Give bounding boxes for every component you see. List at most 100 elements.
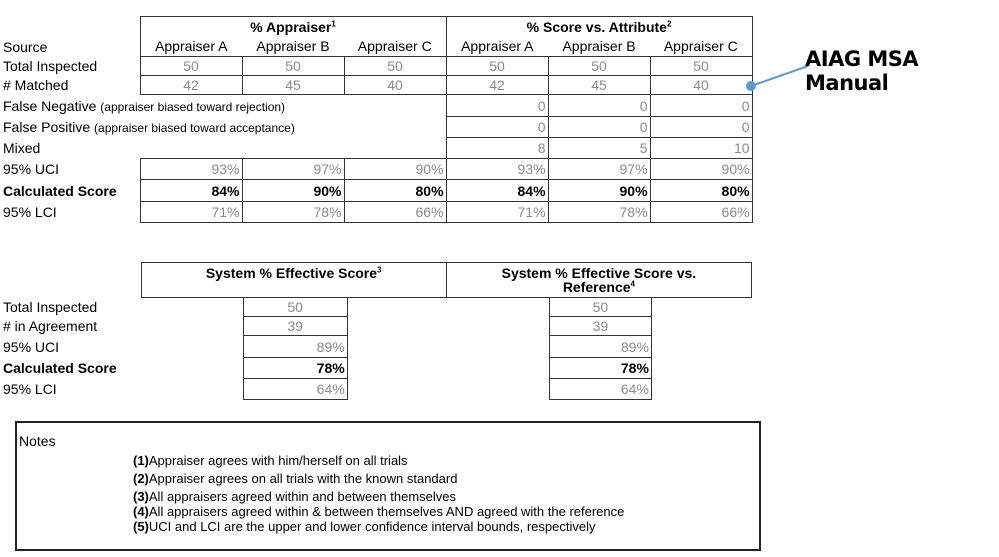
- blank-cell: [141, 336, 243, 358]
- table-row: 95% LCI 64% 64%: [0, 378, 752, 400]
- table-row: # Matched 42 45 40 42 45 40: [0, 75, 753, 95]
- note-text: Appraiser agrees with him/herself on all…: [148, 453, 408, 468]
- group-header-label: % Score vs. Attribute: [526, 18, 667, 35]
- blank-cell: [446, 358, 549, 379]
- value-cell: 50: [241, 56, 345, 76]
- value-cell: 89%: [548, 335, 652, 358]
- row-label: 95% UCI: [3, 338, 60, 355]
- group-header-label: % Appraiser: [250, 18, 332, 35]
- note-number: (4): [133, 504, 149, 519]
- row-label: 95% LCI: [3, 381, 57, 397]
- table-row: False Negative (appraiser biased toward …: [0, 94, 753, 117]
- blank-cell: [651, 298, 751, 317]
- column-header: Appraiser C: [344, 36, 447, 57]
- row-label: Mixed: [0, 138, 140, 159]
- system-header: System % Effective Score vs. Reference4: [445, 262, 753, 298]
- note-item: (4)All appraisers agreed within & betwee…: [133, 504, 624, 519]
- blank-cell: [651, 336, 751, 358]
- column-header: Appraiser C: [650, 36, 753, 57]
- table-row: # in Agreement 39 39: [0, 316, 752, 336]
- blank-cell: [446, 317, 549, 336]
- table-row: Calculated Score 84% 90% 80% 84% 90% 80%: [0, 179, 753, 202]
- note-text: All appraisers agreed within & between t…: [148, 504, 625, 519]
- note-text: UCI and LCI are the upper and lower conf…: [148, 519, 596, 534]
- value-cell: 78%: [548, 357, 652, 379]
- row-label: False Positive (appraiser biased toward …: [0, 117, 295, 138]
- callout-dot: [746, 81, 756, 91]
- value-cell: 90%: [649, 158, 753, 180]
- note-text: All appraisers agreed within and between…: [148, 489, 457, 504]
- system-header-label: System % Effective Score vs. Reference: [501, 265, 697, 295]
- row-label-text: Calculated Score: [3, 182, 117, 199]
- value-cell: 50: [242, 297, 348, 317]
- value-cell: 39: [548, 316, 652, 336]
- value-cell: 45: [547, 75, 651, 95]
- value-cell: 84%: [445, 179, 549, 202]
- row-label: Total Inspected: [0, 57, 140, 76]
- row-label: Total Inspected: [3, 299, 98, 315]
- system-header-footnote: 4: [630, 279, 635, 289]
- value-cell: 50: [548, 297, 652, 317]
- row-label: 95% UCI: [0, 159, 140, 180]
- table-row: False Positive (appraiser biased toward …: [0, 116, 753, 138]
- blank-cell: [0, 263, 141, 298]
- note-number: (3): [133, 489, 149, 504]
- row-label-text: False Positive: [3, 119, 91, 135]
- row-label-text: 95% LCI: [3, 204, 57, 220]
- note-number: (5): [133, 519, 149, 534]
- row-label: 95% LCI: [0, 202, 140, 223]
- blank-cell: [347, 336, 446, 358]
- table-row: 95% UCI 89% 89%: [0, 335, 752, 358]
- row-label: Calculated Score: [3, 360, 117, 376]
- value-cell: 40: [343, 75, 447, 95]
- value-cell: 66%: [649, 201, 753, 223]
- value-cell: 80%: [343, 179, 447, 202]
- row-label: False Negative (appraiser biased toward …: [0, 95, 285, 117]
- blank-cell: [347, 358, 446, 379]
- note-item: (5)UCI and LCI are the upper and lower c…: [133, 519, 595, 534]
- blank-cell: [141, 298, 243, 317]
- value-cell: 42: [139, 75, 243, 95]
- row-label-note: (appraiser biased toward acceptance): [94, 121, 295, 135]
- row-label-text: # Matched: [3, 77, 69, 93]
- value-cell: 64%: [548, 378, 652, 400]
- note-item: (3)All appraisers agreed within and betw…: [133, 489, 456, 504]
- note-number: (2): [133, 471, 149, 486]
- group-header-footnote: 1: [331, 19, 336, 29]
- blank-cell: [141, 358, 243, 379]
- blank-cell: [347, 317, 446, 336]
- row-label-text: False Negative: [3, 97, 97, 114]
- value-cell: 39: [242, 316, 348, 336]
- row-label: # in Agreement: [3, 318, 98, 334]
- callout-line: [750, 65, 809, 87]
- note-item: (2)Appraiser agrees on all trials with t…: [133, 471, 457, 486]
- aiag-msa-manual-label: AIAG MSA Manual: [805, 47, 919, 95]
- notes-title: Notes: [19, 433, 56, 449]
- value-cell: 66%: [343, 201, 447, 223]
- note-number: (1): [133, 453, 149, 468]
- blank-cell: [347, 298, 446, 317]
- appraiser-score-table: % Appraiser1% Score vs. Attribute2 Source…: [0, 16, 753, 223]
- row-label: Calculated Score: [0, 180, 140, 202]
- value-cell: 89%: [242, 335, 348, 358]
- blank-cell: [347, 379, 446, 400]
- blank-cell: [651, 317, 751, 336]
- value-cell: 80%: [649, 179, 753, 202]
- value-cell: 64%: [242, 378, 348, 400]
- value-cell: 45: [241, 75, 345, 95]
- value-cell: 93%: [139, 158, 243, 180]
- source-label: Source: [3, 38, 48, 55]
- blank-cell: [141, 317, 243, 336]
- row-label-text: Mixed: [3, 140, 41, 156]
- system-effective-score-table: System % Effective Score3 System % Effect…: [0, 262, 753, 400]
- table-row: Calculated Score 78% 78%: [0, 357, 752, 379]
- blank-cell: [141, 379, 243, 400]
- row-label: # Matched: [0, 76, 140, 95]
- table-row: Mixed 8 5 10: [0, 137, 753, 159]
- note-item: (1)Appraiser agrees with him/herself on …: [133, 453, 408, 468]
- value-cell: 78%: [242, 357, 348, 379]
- note-text: Appraiser agrees on all trials with the …: [148, 471, 458, 486]
- table-row: Total Inspected 50 50: [0, 297, 752, 317]
- blank-cell: [446, 336, 549, 358]
